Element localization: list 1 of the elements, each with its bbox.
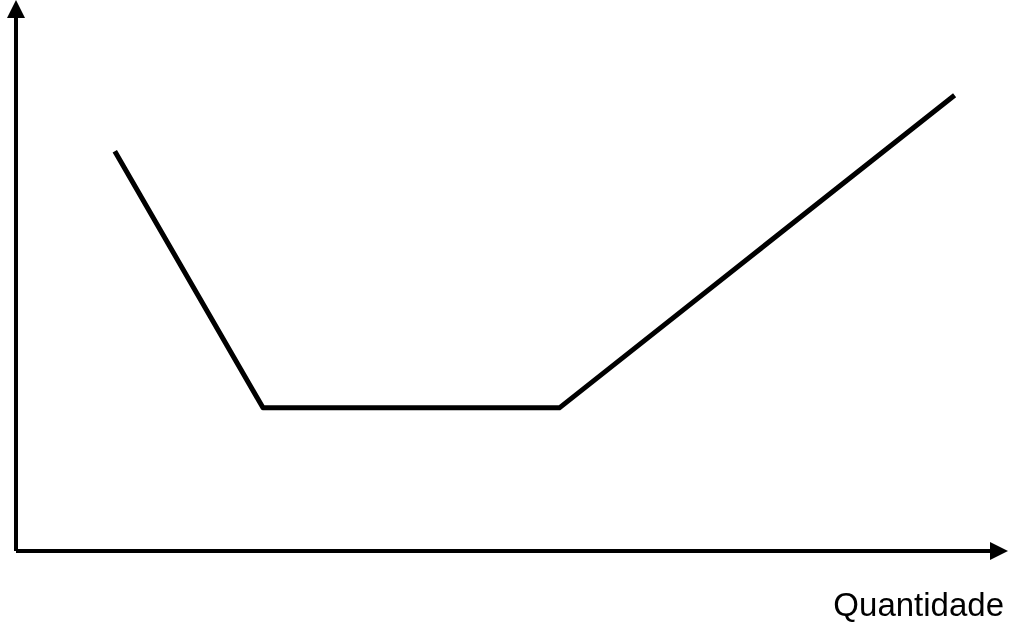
x-axis-title: Quantidade [833, 586, 1004, 624]
